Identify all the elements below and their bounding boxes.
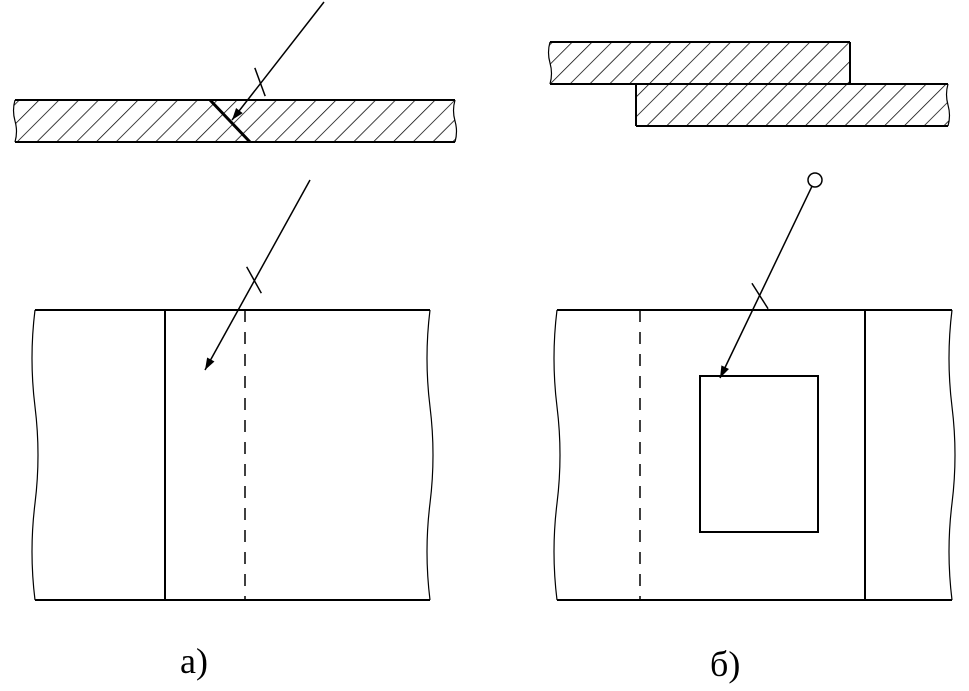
technical-diagram-svg [0, 0, 969, 691]
diagram-b-label: б) [710, 643, 740, 685]
diagram-b-group [549, 42, 956, 600]
diagram-a-label: а) [180, 640, 208, 682]
diagram-a-group [14, 2, 457, 600]
